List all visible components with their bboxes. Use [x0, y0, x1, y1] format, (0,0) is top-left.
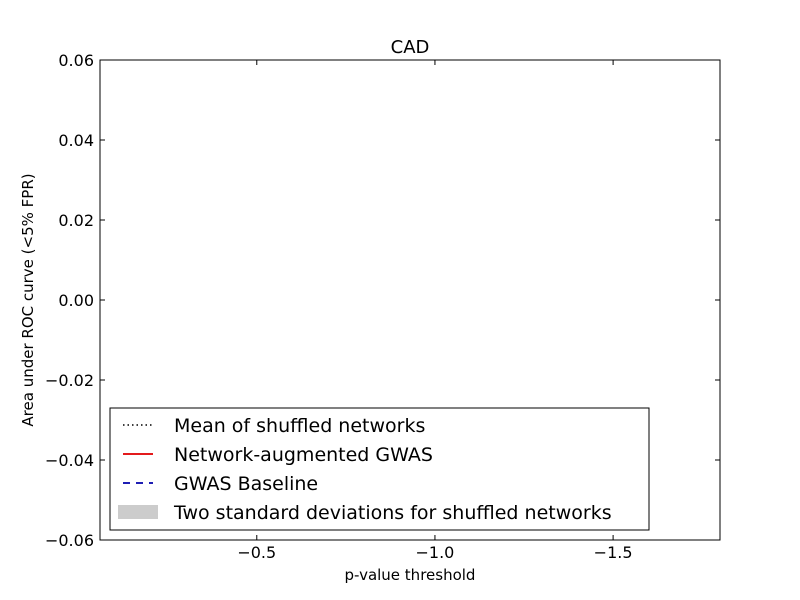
y-tick-label: 0.06	[58, 51, 94, 70]
y-tick-label: −0.02	[45, 371, 94, 390]
legend-symbol-band	[118, 505, 158, 519]
x-tick-label: −0.5	[237, 543, 276, 562]
x-axis-label: p-value threshold	[345, 566, 476, 584]
legend-label: Mean of shuffled networks	[174, 415, 425, 437]
y-tick-label: 0.00	[58, 291, 94, 310]
y-tick-label: 0.04	[58, 131, 94, 150]
x-tick-label: −1.0	[416, 543, 455, 562]
legend-label: Network-augmented GWAS	[174, 444, 433, 466]
y-tick-label: −0.04	[45, 451, 94, 470]
y-tick-label: 0.02	[58, 211, 94, 230]
legend-label: GWAS Baseline	[174, 473, 318, 495]
legend: Mean of shuffled networks Network-augment…	[109, 407, 650, 531]
legend-frame	[109, 407, 650, 531]
y-axis-label: Area under ROC curve (<5% FPR)	[19, 173, 37, 426]
x-tick-label: −1.5	[594, 543, 633, 562]
legend-label: Two standard deviations for shuffled net…	[173, 502, 612, 524]
axis-ticks: −0.5 −1.0 −1.5 0.06 0.04 0.02 0.00 −0.02 −0.04 −0…	[45, 51, 720, 562]
chart-title: CAD	[391, 37, 430, 58]
y-tick-label: −0.06	[45, 531, 94, 550]
plot-area	[99, 59, 721, 541]
